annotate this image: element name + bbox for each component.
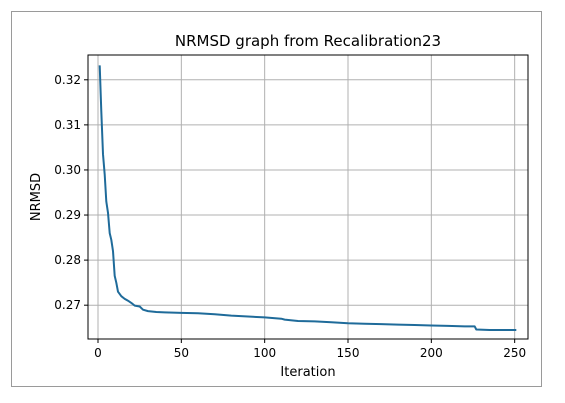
x-tick-label: 150 [337,346,360,360]
nrmsd-series-line [98,65,517,331]
y-tick-label: 0.28 [54,253,81,267]
x-tick-label: 50 [174,346,189,360]
y-axis-label: NRMSD [29,173,44,221]
plot-area [87,54,529,340]
y-tick-label: 0.30 [54,163,81,177]
y-tick-label: 0.27 [54,298,81,312]
y-tick-label: 0.29 [54,208,81,222]
y-tick-label: 0.32 [54,73,81,87]
y-tick-label: 0.31 [54,118,81,132]
x-tick-label: 250 [503,346,526,360]
x-tick-label: 100 [253,346,276,360]
x-axis-label: Iteration [280,365,335,380]
x-tick-label: 200 [420,346,443,360]
grid-lines [88,55,528,339]
x-axis: 0 50 100 150 200 250 [94,339,526,360]
chart-title: NRMSD graph from Recalibration23 [175,32,441,50]
x-tick-label: 0 [94,346,102,360]
y-axis: 0.27 0.28 0.29 0.30 0.31 0.32 [54,73,88,312]
